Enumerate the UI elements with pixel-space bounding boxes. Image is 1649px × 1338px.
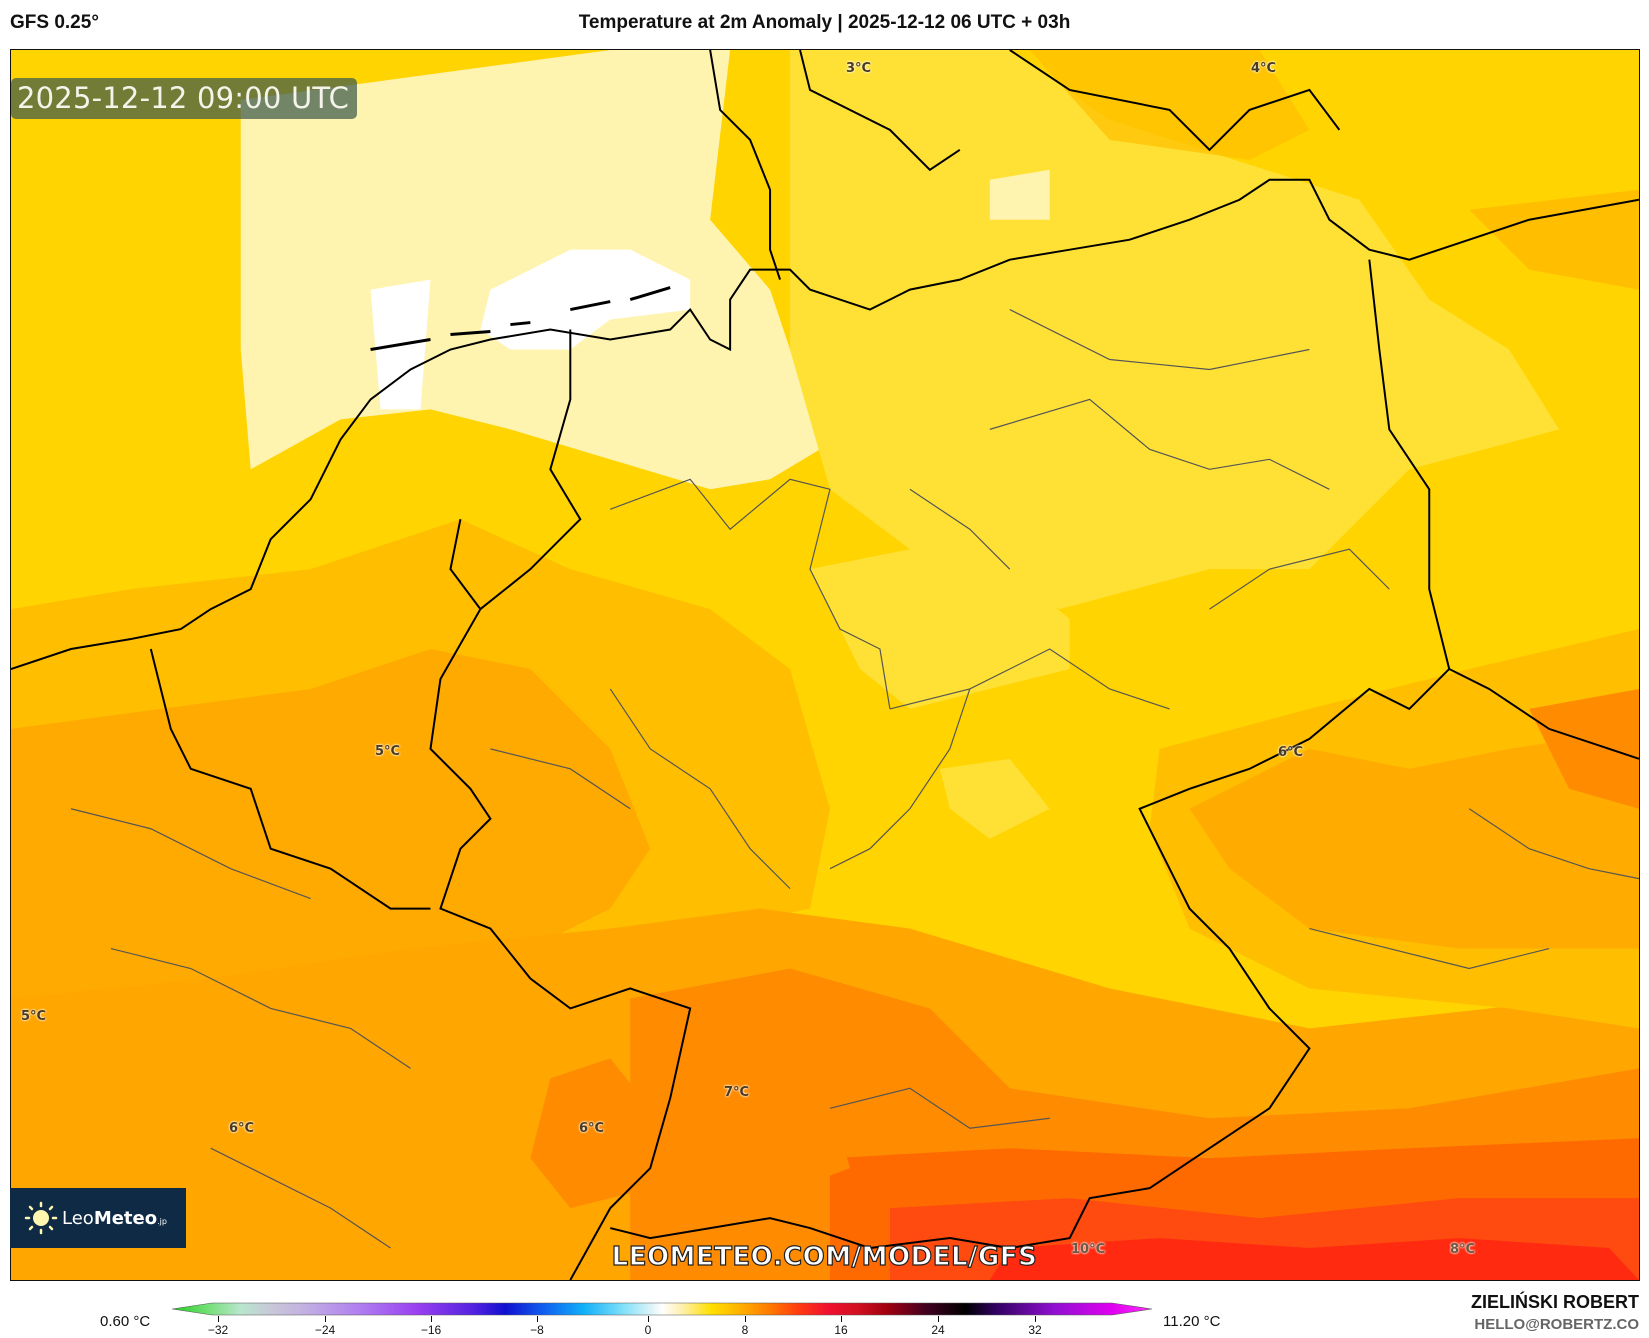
colorbar-tick-label: −16: [420, 1323, 442, 1337]
colorbar-min-value: 0.60 °C: [100, 1313, 151, 1330]
temp-label: 5°C: [21, 1009, 47, 1024]
model-name: GFS 0.25°: [10, 12, 99, 33]
colorbar-tick-label: −24: [314, 1323, 336, 1337]
map-canvas: [11, 50, 1639, 1280]
colorbar-tick-label: 8: [741, 1323, 749, 1337]
logo-text: LeoMeteo.jp: [62, 1207, 167, 1229]
temp-label: 6°C: [1278, 745, 1304, 760]
temp-label: 6°C: [579, 1121, 605, 1136]
colorbar: [172, 1302, 1152, 1316]
temp-label: 6°C: [229, 1121, 255, 1136]
chart-title: Temperature at 2m Anomaly | 2025-12-12 0…: [578, 12, 1071, 33]
author-email[interactable]: HELLO@ROBERTZ.CO: [1474, 1316, 1639, 1333]
temp-label: 7°C: [724, 1085, 750, 1100]
leometeo-logo[interactable]: LeoMeteo.jp: [10, 1188, 186, 1248]
watermark-url: LEOMETEO.COM/MODEL/GFS: [611, 1241, 1038, 1272]
colorbar-tick-label: −32: [207, 1323, 229, 1337]
temp-label: 8°C: [1450, 1242, 1476, 1257]
temp-label: 4°C: [1251, 61, 1277, 76]
colorbar-tick-label: −8: [530, 1323, 544, 1337]
colorbar-tick-label: 24: [931, 1323, 945, 1337]
temp-label: 5°C: [375, 744, 401, 759]
colorbar-tick-label: 16: [834, 1323, 848, 1337]
sun-icon: [24, 1201, 58, 1235]
temp-label: 10°C: [1071, 1242, 1106, 1257]
author-credit: ZIELIŃSKI ROBERT: [1470, 1292, 1639, 1312]
colorbar-ticks: −32 −24 −16 −8 0 8 16 24 32: [0, 1316, 1649, 1338]
colorbar-tick-label: 0: [644, 1323, 652, 1337]
colorbar-tick-label: 32: [1028, 1323, 1042, 1337]
valid-time-badge: 2025-12-12 09:00 UTC: [11, 78, 358, 119]
colorbar-max-value: 11.20 °C: [1163, 1313, 1221, 1330]
temp-label: 3°C: [846, 61, 872, 76]
temperature-anomaly-map[interactable]: 2025-12-12 09:00 UTC 3°C 4°C 5°C 6°C 5°C…: [10, 49, 1640, 1281]
